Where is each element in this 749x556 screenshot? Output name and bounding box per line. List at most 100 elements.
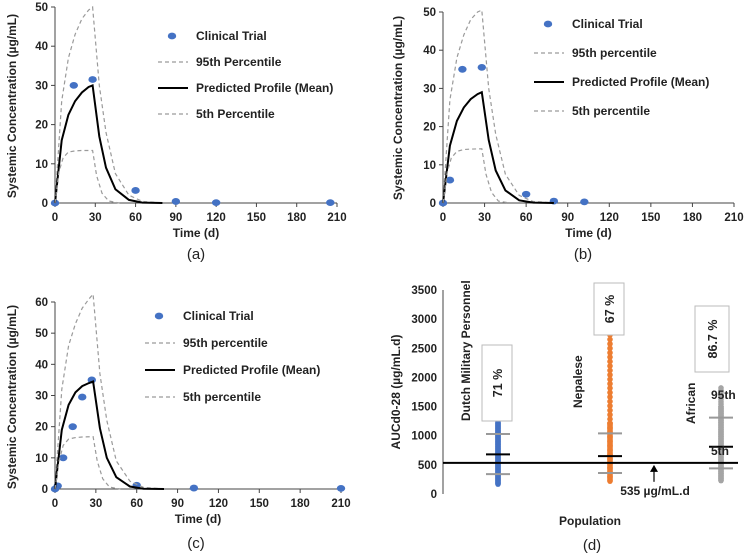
x-axis-title: Time (d) (173, 226, 219, 240)
legend-label: 5th percentile (572, 104, 650, 118)
panel-caption: (c) (187, 535, 205, 552)
population-core-band (607, 421, 613, 482)
population-point-2 (607, 385, 613, 391)
legend-label: 95th percentile (183, 336, 268, 350)
population-point-2 (607, 389, 613, 396)
y-tick-label: 0 (431, 489, 437, 501)
threshold-label: 535 µg/mL.d (620, 484, 690, 498)
clinical-trial-point (171, 198, 181, 205)
clinical-trial-point (521, 190, 531, 198)
x-tick-label: 120 (600, 212, 619, 224)
x-tick-label: 90 (169, 212, 182, 224)
clinical-trial-point (336, 484, 346, 492)
y-axis-title: Systemic Concentration (µg/mL) (391, 16, 405, 200)
y-tick-label: 50 (35, 328, 48, 340)
x-tick-label: 0 (52, 498, 58, 510)
population-point-2 (607, 367, 613, 374)
y-tick-label: 50 (35, 2, 48, 14)
population-label: Dutch Military Personnel (459, 280, 473, 421)
y-tick-label: 30 (423, 83, 436, 95)
y-tick-label: 60 (35, 297, 48, 309)
legend-label: 95th Percentile (196, 55, 282, 69)
series-line-predicted-profile-mean- (442, 90, 554, 204)
clinical-trial-point (445, 176, 455, 184)
chart-panel-c: 0 10 20 30 40 50 60 0 30 60 90 120 150 180 210 Time (d)… (5, 292, 351, 552)
p95-label: 95th (711, 388, 736, 402)
x-tick-label: 60 (129, 212, 142, 224)
population-point-2 (607, 407, 613, 414)
x-tick-label: 60 (130, 498, 143, 510)
y-tick-label: 0 (430, 198, 436, 210)
population-core-band (495, 422, 501, 485)
percent-above-threshold: 67 % (603, 295, 617, 324)
population-point-3 (718, 385, 724, 391)
y-tick-label: 10 (35, 159, 48, 171)
series-line-5th-percentile (54, 435, 121, 490)
y-axis-title: Systemic Concentration (µg/mL) (5, 305, 19, 489)
percent-above-threshold: 71 % (491, 369, 505, 398)
panel-caption: (d) (583, 537, 601, 554)
clinical-trial-point (58, 454, 68, 462)
p5-label: 5th (711, 444, 729, 458)
legend-label: Predicted Profile (Mean) (572, 75, 709, 89)
y-tick-label: 20 (423, 122, 436, 134)
population-core-band (718, 405, 724, 481)
population-point-2 (607, 416, 613, 422)
y-axis-title: AUCd0-28 (µg/mL.d) (389, 335, 403, 450)
panel-caption: (a) (187, 246, 205, 263)
x-tick-label: 90 (561, 212, 574, 224)
series-line-95th-percentile (442, 9, 554, 204)
population-point-2 (607, 411, 613, 418)
x-tick-label: 210 (724, 212, 743, 224)
series-line-predicted-profile-mean- (54, 380, 165, 490)
x-tick-label: 180 (291, 498, 310, 510)
percent-box (593, 282, 625, 336)
y-tick-label: 20 (35, 120, 48, 132)
y-tick-label: 1000 (411, 431, 437, 443)
population-point-2 (607, 341, 613, 347)
y-tick-label: 3000 (411, 314, 437, 326)
clinical-trial-point (68, 423, 77, 431)
legend-label: Clinical Trial (572, 17, 643, 31)
clinical-trial-point (580, 198, 589, 206)
series-line-95th-percentile (54, 292, 165, 490)
x-tick-label: 0 (440, 212, 446, 224)
clinical-trial-point (458, 65, 467, 73)
y-tick-label: 40 (423, 45, 436, 57)
clinical-trial-point (78, 393, 87, 401)
x-tick-label: 150 (641, 212, 660, 224)
y-tick-label: 10 (35, 453, 48, 465)
population-point-2 (607, 358, 613, 365)
x-axis-title: Time (d) (175, 512, 221, 526)
legend-label: 5th Percentile (196, 107, 275, 121)
y-tick-label: 0 (42, 484, 48, 496)
y-tick-label: 3500 (411, 285, 437, 297)
clinical-trial-point (69, 82, 79, 89)
x-tick-label: 150 (250, 498, 269, 510)
y-tick-label: 0 (42, 198, 48, 210)
clinical-trial-point (189, 484, 199, 492)
y-tick-label: 500 (418, 460, 437, 472)
clinical-trial-point (88, 76, 97, 83)
population-point-2 (607, 336, 613, 343)
y-tick-label: 2000 (411, 372, 437, 384)
series-line-predicted-profile-mean- (54, 83, 163, 204)
population-point-2 (607, 354, 613, 360)
legend-label: 5th percentile (183, 390, 261, 404)
y-tick-label: 50 (423, 7, 436, 19)
threshold-arrow-head (650, 464, 658, 472)
y-axis-title: Systemic Concentration (µg/mL) (5, 14, 19, 198)
x-tick-label: 60 (520, 212, 533, 224)
clinical-trial-point (211, 199, 221, 207)
x-axis-title: Population (559, 514, 621, 528)
y-tick-label: 40 (35, 41, 48, 53)
series-line-5th-percentile (442, 148, 510, 204)
population-label: African (684, 383, 698, 424)
x-tick-label: 120 (209, 498, 228, 510)
legend-label: Predicted Profile (Mean) (196, 81, 333, 95)
x-tick-label: 30 (89, 498, 102, 510)
population-point-2 (607, 363, 613, 369)
series-line-95th-percentile (54, 5, 163, 204)
y-tick-label: 2500 (411, 343, 437, 355)
